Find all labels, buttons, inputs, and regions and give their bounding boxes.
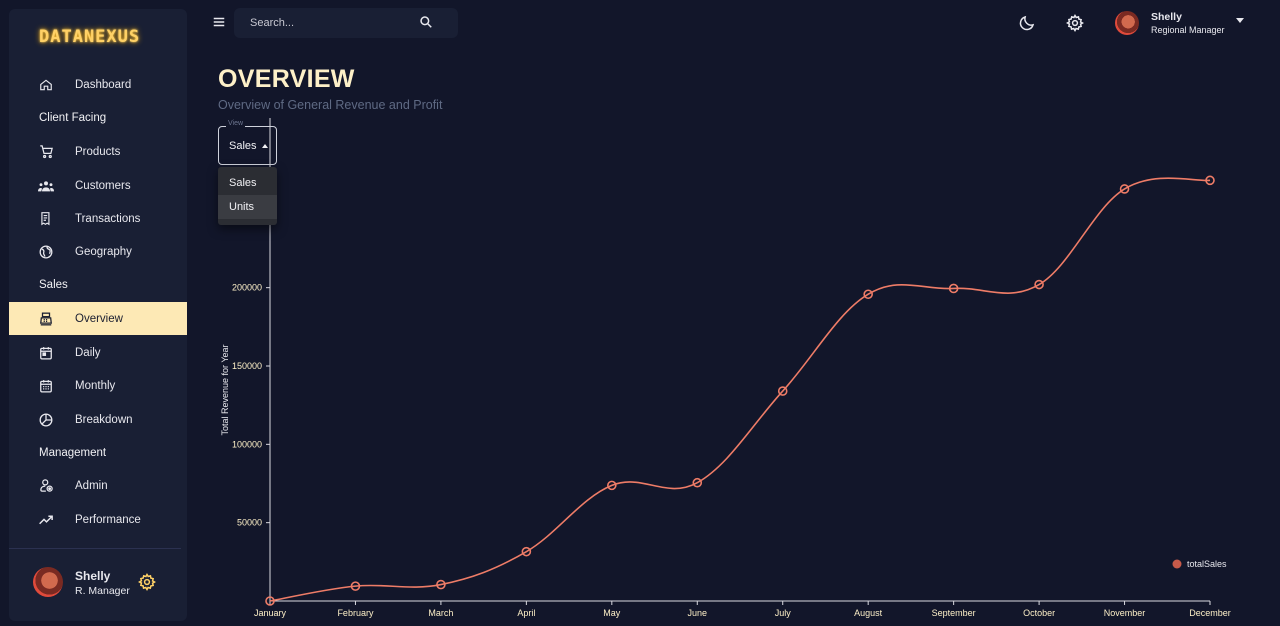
x-tick-label: June bbox=[688, 608, 708, 618]
nav-section-sales: Sales bbox=[39, 279, 68, 291]
sidebar-item-products[interactable]: Products bbox=[9, 135, 187, 168]
data-point bbox=[607, 480, 617, 491]
menu-item-units[interactable]: Units bbox=[218, 195, 277, 219]
sidebar-item-label: Overview bbox=[75, 312, 123, 325]
select-value: Sales bbox=[229, 140, 257, 152]
page-subtitle: Overview of General Revenue and Profit bbox=[218, 98, 443, 112]
search-bar bbox=[234, 8, 458, 38]
avatar[interactable] bbox=[1115, 11, 1139, 35]
data-point bbox=[265, 596, 275, 606]
data-point bbox=[863, 289, 873, 300]
data-point bbox=[777, 386, 788, 396]
sidebar-item-dashboard[interactable]: Dashboard bbox=[9, 68, 187, 101]
nav-section-management: Management bbox=[39, 447, 107, 459]
sidebar-item-label: Daily bbox=[75, 346, 101, 359]
x-tick-label: August bbox=[854, 608, 883, 618]
topbar-user-name[interactable]: Shelly bbox=[1151, 11, 1182, 23]
data-point bbox=[1119, 184, 1130, 194]
chevron-down-icon[interactable] bbox=[1236, 18, 1244, 23]
sidebar-item-label: Dashboard bbox=[75, 78, 132, 91]
receipt-icon bbox=[38, 211, 54, 227]
legend-marker bbox=[1172, 559, 1182, 569]
y-tick-label: 200000 bbox=[232, 283, 262, 293]
data-point bbox=[436, 579, 446, 590]
point-of-sale-icon bbox=[38, 311, 54, 327]
sidebar-item-label: Products bbox=[75, 145, 121, 158]
sidebar-item-admin[interactable]: Admin bbox=[9, 469, 187, 502]
admin-icon bbox=[38, 478, 54, 494]
sidebar: DATANEXUS Dashboard Client Facing Produc… bbox=[9, 9, 187, 621]
globe-icon bbox=[38, 244, 54, 260]
sidebar-item-customers[interactable]: Customers bbox=[9, 169, 187, 202]
calendar-month-icon bbox=[38, 378, 54, 394]
sidebar-item-geography[interactable]: Geography bbox=[9, 235, 187, 268]
data-point bbox=[350, 581, 361, 591]
x-tick-label: January bbox=[254, 608, 287, 618]
search-icon[interactable] bbox=[419, 15, 435, 31]
sidebar-item-label: Geography bbox=[75, 245, 132, 258]
pie-chart-icon bbox=[38, 412, 54, 428]
home-icon bbox=[38, 77, 54, 93]
sidebar-item-label: Customers bbox=[75, 179, 131, 192]
menu-item-sales[interactable]: Sales bbox=[229, 177, 257, 189]
nav-section-client-facing: Client Facing bbox=[39, 112, 107, 124]
gear-icon[interactable] bbox=[137, 572, 157, 592]
data-point bbox=[1205, 175, 1215, 186]
select-label: View bbox=[226, 120, 246, 127]
sidebar-item-label: Transactions bbox=[75, 212, 141, 225]
sidebar-item-label: Performance bbox=[75, 513, 141, 526]
y-tick-label: 50000 bbox=[237, 518, 262, 528]
x-tick-label: July bbox=[775, 608, 792, 618]
view-select[interactable]: Sales bbox=[218, 126, 277, 165]
app-logo[interactable]: DATANEXUS bbox=[39, 27, 141, 47]
moon-icon[interactable] bbox=[1018, 14, 1036, 32]
view-select-menu: Sales Units bbox=[218, 167, 277, 225]
sidebar-item-monthly[interactable]: Monthly bbox=[9, 369, 187, 402]
calendar-today-icon bbox=[38, 345, 54, 361]
x-tick-label: March bbox=[428, 608, 453, 618]
caret-up-icon bbox=[262, 144, 268, 148]
groups-icon bbox=[38, 178, 54, 194]
gear-icon[interactable] bbox=[1065, 13, 1085, 33]
shopping-cart-icon bbox=[38, 144, 54, 160]
data-point bbox=[948, 283, 959, 294]
sidebar-item-transactions[interactable]: Transactions bbox=[9, 202, 187, 235]
sidebar-item-performance[interactable]: Performance bbox=[9, 503, 187, 536]
sidebar-user-role: R. Manager bbox=[75, 585, 130, 597]
x-tick-label: September bbox=[932, 608, 976, 618]
avatar[interactable] bbox=[33, 567, 63, 597]
y-tick-label: 100000 bbox=[232, 439, 262, 449]
data-point bbox=[521, 546, 532, 557]
y-tick-label: 150000 bbox=[232, 361, 262, 371]
menu-icon[interactable] bbox=[212, 15, 228, 31]
data-point bbox=[692, 477, 703, 488]
sidebar-user-name: Shelly bbox=[75, 569, 111, 583]
sidebar-item-label: Breakdown bbox=[75, 413, 133, 426]
sidebar-item-breakdown[interactable]: Breakdown bbox=[9, 403, 187, 436]
trending-up-icon bbox=[38, 512, 54, 528]
sidebar-item-label: Admin bbox=[75, 479, 108, 492]
sidebar-divider bbox=[9, 548, 181, 549]
series-line-totalSales bbox=[269, 177, 1211, 602]
x-tick-label: May bbox=[603, 608, 621, 618]
legend-label: totalSales bbox=[1187, 559, 1227, 569]
data-point bbox=[1034, 279, 1044, 290]
x-tick-label: February bbox=[337, 608, 374, 618]
sidebar-item-label: Monthly bbox=[75, 379, 116, 392]
x-tick-label: December bbox=[1189, 608, 1231, 618]
y-axis-label: Total Revenue for Year bbox=[220, 344, 230, 435]
x-tick-label: November bbox=[1104, 608, 1146, 618]
topbar-user-role: Regional Manager bbox=[1151, 25, 1225, 35]
page-title: OVERVIEW bbox=[218, 65, 355, 93]
x-tick-label: April bbox=[517, 608, 535, 618]
sidebar-item-overview[interactable]: Overview bbox=[9, 302, 187, 335]
search-input[interactable] bbox=[250, 15, 410, 31]
x-tick-label: October bbox=[1023, 608, 1055, 618]
sidebar-item-daily[interactable]: Daily bbox=[9, 336, 187, 369]
